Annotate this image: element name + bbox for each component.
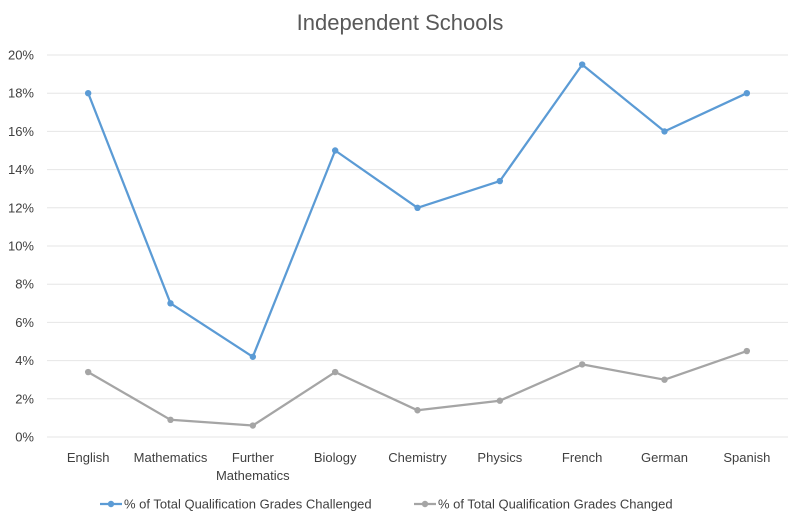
data-point [249, 422, 257, 429]
x-tick-label: Further Mathematics [216, 450, 290, 483]
legend-label: % of Total Qualification Grades Changed [438, 497, 673, 512]
y-tick-label: 2% [15, 391, 34, 406]
data-point [661, 128, 668, 135]
y-tick-label: 4% [15, 353, 34, 368]
y-tick-label: 0% [15, 430, 34, 445]
data-point [743, 90, 751, 97]
x-tick-label: Mathematics [134, 450, 208, 465]
y-tick-label: 16% [8, 124, 34, 139]
series-lines [84, 61, 751, 429]
y-tick-label: 14% [8, 162, 34, 177]
data-point [414, 407, 421, 414]
x-tick-label: English [67, 450, 110, 465]
y-tick-label: 12% [8, 200, 34, 215]
x-tick-label: Physics [477, 450, 522, 465]
data-point [167, 300, 174, 307]
data-point [496, 397, 504, 404]
data-point [331, 147, 339, 154]
chart-title: Independent Schools [297, 10, 504, 35]
series-line [87, 350, 748, 427]
x-tick-label: French [562, 450, 602, 465]
data-point [84, 368, 92, 376]
y-tick-label: 18% [8, 86, 34, 101]
legend-marker [421, 500, 429, 508]
x-tick-label: Biology [314, 450, 357, 465]
data-point [331, 368, 339, 376]
data-point [84, 90, 92, 97]
x-axis-tick-labels: English Mathematics Further Mathematics Biol… [67, 450, 770, 483]
legend: % of Total Qualification Grades Challeng… [100, 497, 673, 512]
data-point [743, 347, 751, 355]
data-point [414, 204, 421, 211]
data-point [249, 353, 257, 360]
legend-item: % of Total Qualification Grades Changed [414, 497, 673, 512]
data-point [578, 361, 586, 368]
y-axis-tick-labels: 0% 2% 4% 6% 8% 10% 12% 14% 16% 18% 20% [8, 48, 34, 445]
y-tick-label: 6% [15, 315, 34, 330]
legend-marker [107, 500, 115, 508]
data-point [496, 177, 504, 185]
x-tick-label: Chemistry [388, 450, 447, 465]
legend-item: % of Total Qualification Grades Challeng… [100, 497, 372, 512]
x-tick-label: Spanish [723, 450, 770, 465]
y-tick-label: 10% [8, 239, 34, 254]
data-point [578, 61, 586, 68]
data-point [661, 376, 668, 383]
gridlines [47, 54, 788, 438]
legend-label: % of Total Qualification Grades Challeng… [124, 497, 372, 512]
data-point [167, 416, 174, 424]
y-tick-label: 20% [8, 48, 34, 63]
x-tick-label: German [641, 450, 688, 465]
series-2 [84, 347, 751, 429]
series-1 [84, 61, 751, 360]
y-tick-label: 8% [15, 277, 34, 292]
